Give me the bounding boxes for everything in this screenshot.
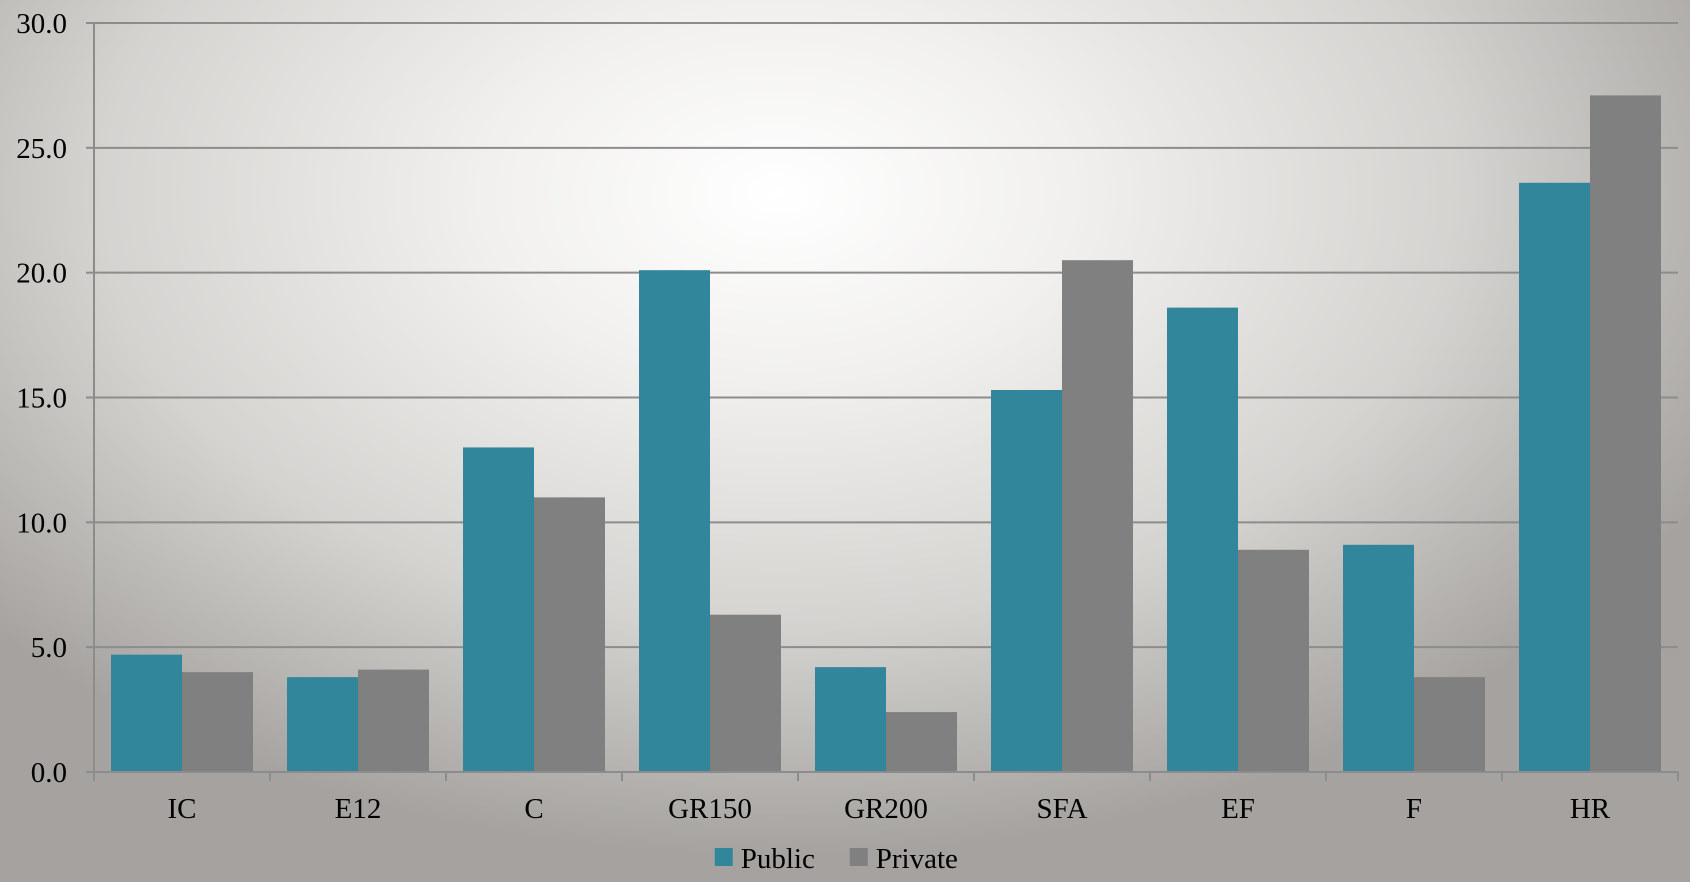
legend: Public Private (714, 843, 958, 875)
x-tick-label: IC (168, 793, 197, 825)
legend-swatch-private (849, 848, 868, 866)
bar-public-gr200 (815, 667, 886, 772)
x-tick-label: HR (1570, 793, 1611, 825)
legend-label-private: Private (876, 843, 958, 875)
x-tick-label: GR150 (668, 793, 752, 825)
x-axis-tick-labels: IC E12 C GR150 GR200 SFA EF F HR (168, 793, 1611, 825)
bar-private-gr150 (710, 614, 781, 772)
bars (111, 95, 1661, 773)
y-tick-label: 10.0 (16, 507, 67, 539)
y-tick-label: 20.0 (16, 258, 67, 290)
bar-public-ef (1167, 307, 1238, 772)
axes (86, 22, 1679, 781)
legend-label-public: Public (741, 843, 815, 875)
x-tick-label: C (524, 793, 543, 825)
bar-private-hr (1590, 95, 1661, 773)
bar-public-e12 (287, 677, 358, 772)
x-tick-label: EF (1221, 793, 1255, 825)
x-tick-label: E12 (335, 793, 382, 825)
bar-private-c (534, 497, 605, 772)
y-tick-label: 25.0 (16, 133, 67, 165)
bar-private-ef (1238, 549, 1309, 772)
x-tick-label: F (1406, 793, 1422, 825)
bar-private-e12 (358, 669, 429, 772)
y-tick-label: 0.0 (31, 757, 67, 789)
bar-private-sfa (1062, 260, 1133, 772)
bar-private-f (1414, 677, 1485, 772)
bar-public-sfa (991, 390, 1062, 772)
y-tick-label: 30.0 (16, 8, 67, 40)
legend-swatch-public (714, 848, 733, 866)
bar-private-gr200 (886, 712, 957, 772)
y-axis-tick-labels: 0.0 5.0 10.0 15.0 20.0 25.0 30.0 (16, 8, 67, 789)
bar-public-f (1343, 544, 1414, 772)
gridlines (94, 22, 1678, 649)
bar-public-gr150 (639, 270, 710, 772)
bar-public-c (463, 447, 534, 772)
bar-public-hr (1519, 182, 1590, 772)
x-tick-label: SFA (1036, 793, 1087, 825)
y-tick-label: 15.0 (16, 383, 67, 415)
bar-private-ic (182, 672, 253, 772)
bar-public-ic (111, 654, 182, 772)
y-tick-label: 5.0 (31, 632, 67, 664)
x-tick-label: GR200 (844, 793, 928, 825)
